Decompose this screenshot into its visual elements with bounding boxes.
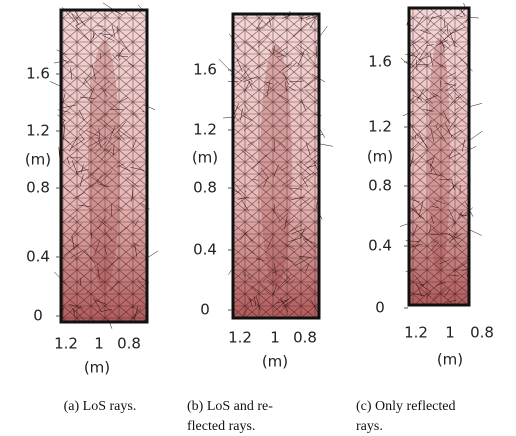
caption: rays.: [356, 419, 383, 434]
y-tick-label: 1.6: [193, 61, 217, 79]
y-tick-label: 1.2: [26, 122, 50, 140]
caption: flected rays.: [187, 419, 255, 434]
y-tick-label: 0.4: [368, 237, 392, 255]
x-tick-label: 0.8: [293, 329, 317, 347]
x-tick-label: 1.2: [228, 329, 252, 347]
image-frame: [59, 8, 149, 324]
body-silhouette: [260, 44, 292, 288]
y-axis-label: (m): [192, 149, 218, 167]
y-tick-label: 0: [375, 299, 385, 317]
y-tick-label: 0: [33, 307, 43, 325]
y-tick-label: 0.8: [368, 177, 392, 195]
x-axis-label: (m): [84, 359, 110, 377]
mesh-lines: [400, 2, 483, 303]
y-tick-label: 0.8: [26, 179, 50, 197]
y-axis-label: (m): [25, 151, 51, 169]
x-tick-label: 1.2: [404, 324, 428, 342]
x-tick-label: 1.2: [54, 335, 78, 353]
mesh-image: [218, 10, 333, 320]
y-tick-label: 1.6: [26, 65, 50, 83]
mesh-lines: [218, 10, 333, 320]
mesh-image: [400, 2, 483, 307]
image-frame: [231, 12, 321, 320]
y-tick-label: 1.2: [368, 118, 392, 136]
image-mesh: [232, 14, 320, 318]
body-silhouette: [88, 41, 120, 291]
mesh-image: [49, 2, 159, 329]
caption: (a) LoS rays.: [64, 399, 137, 414]
caption: (b) LoS and re-: [187, 399, 273, 414]
y-tick-label: 1.2: [193, 121, 217, 139]
y-tick-label: 1.6: [368, 53, 392, 71]
image-frame: [407, 6, 471, 307]
x-tick-label: 1: [94, 335, 104, 353]
body-silhouette: [427, 37, 451, 276]
x-tick-label: 1: [270, 329, 280, 347]
y-axis-label: (m): [367, 148, 393, 166]
x-axis-label: (m): [262, 353, 288, 371]
y-tick-label: 0: [200, 301, 210, 319]
y-tick-label: 0.4: [26, 248, 50, 266]
x-tick-label: 0.8: [117, 335, 141, 353]
caption: (c) Only reflected: [356, 399, 456, 414]
x-tick-label: 1: [445, 324, 455, 342]
x-axis-label: (m): [437, 351, 463, 369]
y-tick-label: 0.4: [193, 241, 217, 259]
x-tick-label: 0.8: [470, 324, 494, 342]
image-mesh: [60, 10, 148, 322]
y-tick-label: 0.8: [193, 179, 217, 197]
